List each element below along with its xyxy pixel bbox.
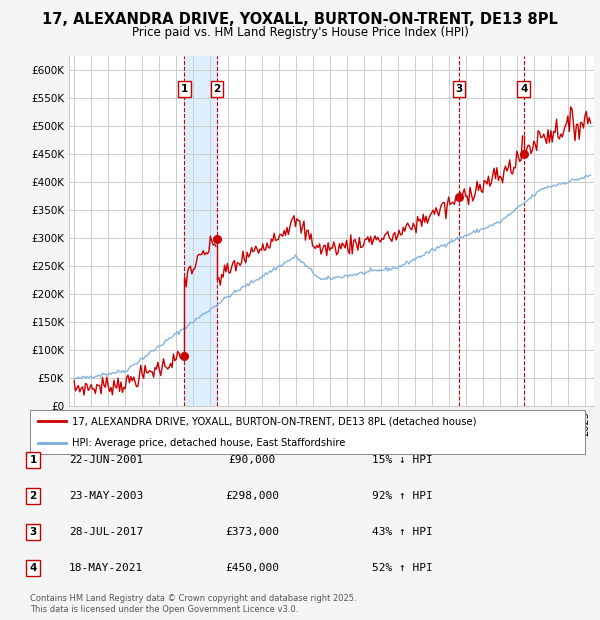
Text: 17, ALEXANDRA DRIVE, YOXALL, BURTON-ON-TRENT, DE13 8PL (detached house): 17, ALEXANDRA DRIVE, YOXALL, BURTON-ON-T… [71,416,476,427]
Text: 52% ↑ HPI: 52% ↑ HPI [372,563,433,573]
Text: 1: 1 [29,455,37,465]
Text: 3: 3 [29,527,37,537]
Bar [184,56,217,406]
Text: 4: 4 [520,84,527,94]
Text: 1: 1 [181,84,188,94]
Text: 92% ↑ HPI: 92% ↑ HPI [372,491,433,501]
Text: HPI: Average price, detached house, East Staffordshire: HPI: Average price, detached house, East… [71,438,345,448]
Text: 3: 3 [455,84,463,94]
Text: Contains HM Land Registry data © Crown copyright and database right 2025.
This d: Contains HM Land Registry data © Crown c… [30,595,356,614]
Text: £90,000: £90,000 [229,455,275,465]
Text: 18-MAY-2021: 18-MAY-2021 [69,563,143,573]
Text: 15% ↓ HPI: 15% ↓ HPI [372,455,433,465]
Text: 2: 2 [214,84,221,94]
Text: 43% ↑ HPI: 43% ↑ HPI [372,527,433,537]
Text: 17, ALEXANDRA DRIVE, YOXALL, BURTON-ON-TRENT, DE13 8PL: 17, ALEXANDRA DRIVE, YOXALL, BURTON-ON-T… [42,12,558,27]
Text: 4: 4 [29,563,37,573]
Text: Price paid vs. HM Land Registry's House Price Index (HPI): Price paid vs. HM Land Registry's House … [131,26,469,39]
Text: £373,000: £373,000 [225,527,279,537]
Text: £298,000: £298,000 [225,491,279,501]
Text: 2: 2 [29,491,37,501]
Text: 22-JUN-2001: 22-JUN-2001 [69,455,143,465]
Text: £450,000: £450,000 [225,563,279,573]
Text: 23-MAY-2003: 23-MAY-2003 [69,491,143,501]
Text: 28-JUL-2017: 28-JUL-2017 [69,527,143,537]
